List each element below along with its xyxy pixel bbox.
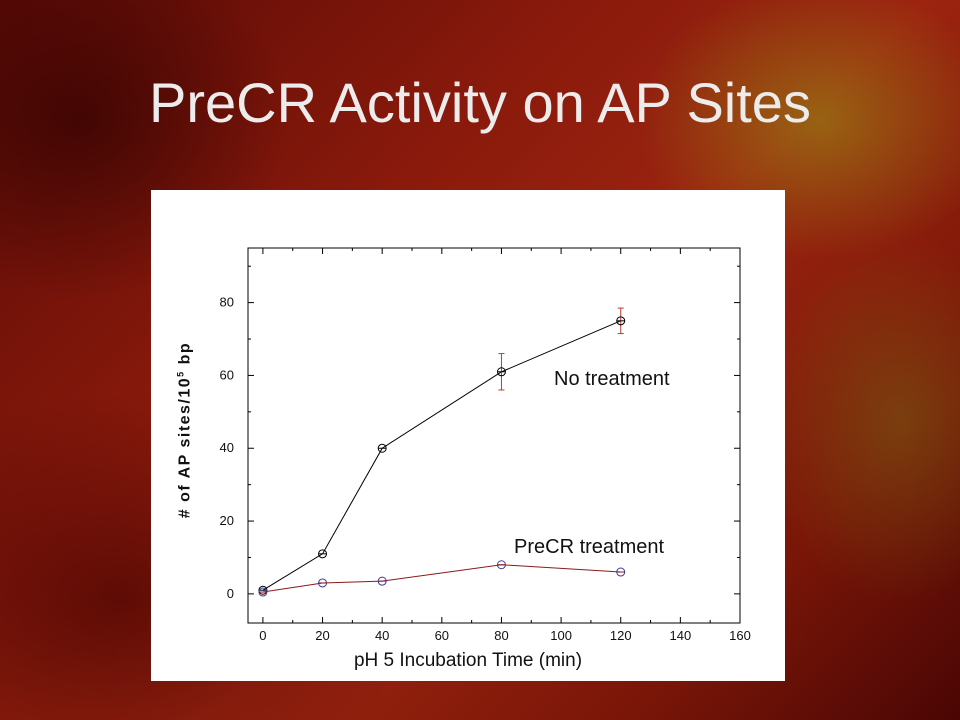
y-tick-label: 80 xyxy=(220,295,234,310)
y-axis-label-main: # of AP sites/10 xyxy=(176,376,194,519)
chart-panel: 0 20 40 60 80 100 120 140 160 0 20 40 60 80 # of AP s… xyxy=(151,190,785,681)
x-tick-label: 0 xyxy=(259,628,266,643)
series-line-precr-treatment xyxy=(262,564,621,593)
x-axis-label: pH 5 Incubation Time (min) xyxy=(353,650,583,671)
x-tick-label: 80 xyxy=(494,628,508,643)
y-axis-label-unit: bp xyxy=(176,341,194,371)
y-tick-label: 20 xyxy=(220,513,234,528)
y-tick-label: 0 xyxy=(227,586,234,601)
y-tick-label: 60 xyxy=(220,367,234,382)
slide-title: PreCR Activity on AP Sites xyxy=(149,71,811,134)
y-axis-label: # of AP sites/105 bp xyxy=(175,342,194,518)
series-label-no-treatment: No treatment xyxy=(554,368,670,390)
line-chart: 0 20 40 60 80 100 120 140 160 0 20 40 60 80 xyxy=(220,247,751,643)
x-tick-label: 20 xyxy=(315,628,329,643)
y-axis-label-exponent: 5 xyxy=(175,370,186,377)
series-label-precr-treatment: PreCR treatment xyxy=(514,536,665,558)
plot-frame xyxy=(247,247,741,624)
x-tick-label: 100 xyxy=(550,628,572,643)
x-tick-label: 120 xyxy=(610,628,632,643)
x-tick-label: 60 xyxy=(435,628,449,643)
x-tick-label: 140 xyxy=(670,628,692,643)
y-tick-label: 40 xyxy=(220,440,234,455)
x-tick-label: 40 xyxy=(375,628,389,643)
x-tick-label: 160 xyxy=(729,628,751,643)
